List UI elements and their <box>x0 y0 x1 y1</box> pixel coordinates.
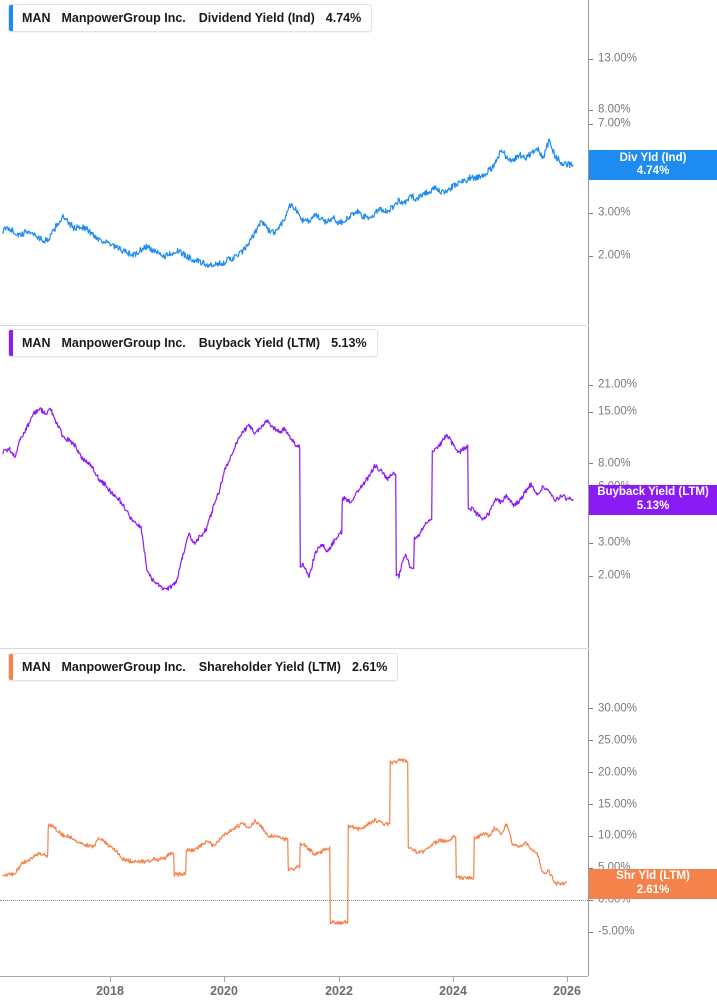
tick-mark-icon <box>589 58 593 60</box>
y-axis-tick-label: 30.00% <box>598 702 638 715</box>
chip-color-bar-buyback <box>9 330 13 356</box>
current-value-badge-dividend-yield[interactable]: Div Yld (Ind) 4.74% <box>589 150 717 181</box>
badge-label: Buyback Yield (LTM) <box>597 486 709 499</box>
x-axis-tick-label: 2026 <box>553 984 581 998</box>
chip-company: ManpowerGroup Inc. <box>61 660 186 674</box>
series-svg <box>2 757 567 926</box>
chip-metric: Shareholder Yield (LTM) <box>198 660 341 674</box>
series-svg <box>2 407 574 591</box>
badge-label: Shr Yld (LTM) <box>616 869 690 882</box>
x-axis-tick-label: 2020 <box>210 984 238 998</box>
y-axis-tick-label: 8.00% <box>598 457 631 469</box>
tick-mark-icon <box>589 835 593 837</box>
y-axis-tick-label: 13.00% <box>598 52 638 65</box>
x-axis-tick <box>453 976 454 982</box>
chip-value: 2.61% <box>351 660 388 674</box>
badge-label: Div Yld (Ind) <box>619 151 687 164</box>
x-axis-tick <box>339 976 340 982</box>
tick-mark-icon <box>589 463 593 464</box>
y-axis-tick-label: 2.00% <box>598 569 631 582</box>
tick-mark-icon <box>589 804 593 806</box>
plot-area-buyback-yield <box>0 326 588 648</box>
chip-company: ManpowerGroup Inc. <box>61 336 186 350</box>
badge-value: 2.61% <box>636 883 670 896</box>
chip-ticker: MAN <box>22 660 51 674</box>
x-axis-spine <box>0 976 588 977</box>
tick-mark-icon <box>589 899 593 901</box>
tick-mark-icon <box>589 740 593 742</box>
y-axis-tick-label: 2.00% <box>598 249 631 262</box>
tick-mark-icon <box>589 123 593 125</box>
plot-area-shareholder-yield <box>0 649 588 976</box>
y-axis-tick-label: 3.00% <box>598 536 631 549</box>
y-axis-tick-label: 15.00% <box>598 405 638 418</box>
x-axis-tick-label: 2024 <box>439 984 467 998</box>
y-axis-tick-label: 3.00% <box>598 206 631 219</box>
tick-mark-icon <box>589 212 593 214</box>
tick-mark-icon <box>589 772 593 774</box>
y-axis-tick-label: 20.00% <box>598 766 638 779</box>
y-axis-spine-1 <box>588 0 589 325</box>
chip-metric: Buyback Yield (LTM) <box>198 336 321 350</box>
chip-value: 4.74% <box>325 11 362 25</box>
y-axis-tick-label: -5.00% <box>598 925 635 938</box>
badge-value: 5.13% <box>636 499 670 512</box>
tick-mark-icon <box>589 575 593 577</box>
plot-area-dividend-yield <box>0 0 588 325</box>
chip-shareholder-yield[interactable]: MAN ManpowerGroup Inc. Shareholder Yield… <box>8 653 399 681</box>
tick-mark-icon <box>589 384 593 386</box>
chip-color-bar-dividend <box>9 5 13 31</box>
tick-mark-icon <box>589 931 593 933</box>
series-svg <box>2 138 574 268</box>
x-axis-tick-label: 2022 <box>325 984 353 998</box>
chip-value: 5.13% <box>331 336 367 350</box>
chip-company: ManpowerGroup Inc. <box>61 11 186 25</box>
chip-metric: Dividend Yield (Ind) <box>198 11 315 25</box>
tick-mark-icon <box>589 109 593 111</box>
y-axis-tick-label: 21.00% <box>598 378 638 391</box>
y-axis-tick-label: 10.00% <box>598 829 638 842</box>
tick-mark-icon <box>589 867 593 869</box>
y-axis-spine-3 <box>588 649 589 976</box>
y-axis-tick-label: 8.00% <box>598 103 631 116</box>
current-value-badge-buyback-yield[interactable]: Buyback Yield (LTM) 5.13% <box>589 484 717 515</box>
panel-buyback-yield <box>0 326 717 648</box>
chip-ticker: MAN <box>22 336 51 350</box>
x-axis-tick <box>224 976 225 982</box>
panel-separator-1 <box>0 325 588 326</box>
x-axis-tick-label: 2018 <box>96 984 124 998</box>
tick-mark-icon <box>589 411 593 413</box>
series-line-shr-yld-ltm <box>2 757 567 926</box>
x-axis-tick <box>567 976 568 982</box>
chip-ticker: MAN <box>22 11 51 25</box>
panel-separator-2 <box>0 648 588 649</box>
tick-mark-icon <box>589 542 593 544</box>
tick-mark-icon <box>589 708 593 710</box>
chip-color-bar-shareholder <box>9 654 13 680</box>
y-axis-tick-label: 25.00% <box>598 734 638 747</box>
panel-shareholder-yield <box>0 649 717 976</box>
series-line-buyback-yield-ltm <box>2 407 574 591</box>
badge-value: 4.74% <box>636 165 670 178</box>
current-value-badge-shareholder-yield[interactable]: Shr Yld (LTM) 2.61% <box>589 868 717 899</box>
chip-dividend-yield[interactable]: MAN ManpowerGroup Inc. Dividend Yield (I… <box>8 4 373 32</box>
tick-mark-icon <box>589 255 593 257</box>
chip-buyback-yield[interactable]: MAN ManpowerGroup Inc. Buyback Yield (LT… <box>8 329 378 357</box>
y-axis-tick-label: 7.00% <box>598 117 631 130</box>
x-axis-tick <box>110 976 111 982</box>
series-line-div-yld-ind <box>2 138 574 268</box>
zero-reference-line <box>0 900 588 902</box>
y-axis-tick-label: 15.00% <box>598 798 638 811</box>
panel-dividend-yield <box>0 0 717 325</box>
y-axis-spine-2 <box>588 326 589 648</box>
